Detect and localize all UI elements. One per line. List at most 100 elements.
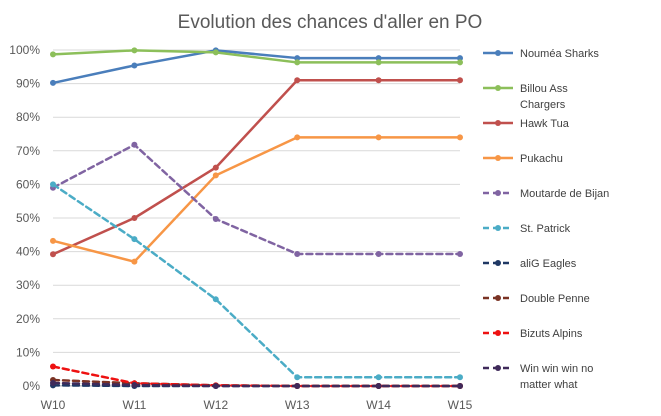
data-point [375,250,382,257]
x-tick-label: W11 [123,398,147,412]
x-tick-label: W10 [41,398,66,412]
legend-marker [495,225,501,231]
legend-marker [495,260,501,266]
data-point [294,59,301,66]
data-point [50,79,56,86]
legend-label: Billou Ass Chargers [520,83,568,111]
gridlines [53,49,460,387]
data-point [212,216,219,223]
data-point [212,296,219,303]
legend-item: Pukachu [483,153,563,165]
data-point [212,49,219,56]
data-point [131,236,138,243]
data-point [294,77,301,84]
legend-item: Nouméa Sharks [483,48,599,60]
series-4 [50,141,463,257]
series-3 [50,134,463,265]
legend-label: Win win win no matter what [520,363,593,391]
data-point [131,47,138,54]
y-tick-label: 10% [16,345,40,359]
legend-label: Hawk Tua [520,118,570,130]
legend-label-line: matter what [520,379,577,391]
legend-marker [495,365,501,371]
data-point [457,383,463,389]
data-point [50,181,56,188]
y-tick-label: 20% [16,312,40,326]
legend-marker [495,155,501,161]
data-point [131,141,138,148]
data-point [375,55,382,62]
data-point [375,59,382,66]
legend-label-line: Win win win no [520,363,593,375]
legend-item: Moutarde de Bijan [483,188,609,200]
data-point [50,363,56,370]
data-point [375,383,382,389]
y-tick-label: 30% [16,278,40,292]
data-point [294,134,301,141]
data-point [375,134,382,141]
data-point [375,374,382,381]
data-point [50,51,56,58]
legend-marker [495,330,501,336]
series-line [51,49,462,64]
legend-marker [495,295,501,301]
data-point [212,172,219,179]
data-point [457,77,463,84]
data-point [50,237,56,244]
legend-item: St. Patrick [483,223,571,235]
series-line [51,381,462,388]
series-line [51,49,462,85]
legend-item: aliG Eagles [483,258,577,270]
series-line [51,183,462,379]
legend-marker [495,85,501,91]
x-tick-label: W15 [448,398,473,412]
data-point [212,164,219,171]
legend-item: Double Penne [483,293,590,305]
y-tick-label: 0% [23,379,41,393]
series-line [51,136,462,263]
x-tick-label: W14 [366,398,391,412]
legend-label-line: Billou Ass [520,83,568,95]
legend-label: Bizuts Alpins [520,328,583,340]
legend-item: Win win win no matter what [483,363,593,391]
data-point [131,258,138,265]
legend-label: Double Penne [520,293,590,305]
data-point [457,374,463,381]
y-tick-label: 50% [16,211,40,225]
data-point [294,374,301,381]
series-1 [50,47,463,66]
series-2 [50,77,463,258]
legend-label: St. Patrick [520,223,571,235]
legend-label: Moutarde de Bijan [520,188,609,200]
data-point [294,55,301,62]
y-tick-label: 100% [9,43,40,57]
legend: Nouméa Sharks Billou Ass Chargers Hawk Tua P… [483,48,609,391]
series-line [51,78,462,256]
legend-item: Hawk Tua [483,118,570,130]
legend-label: aliG Eagles [520,258,577,270]
y-tick-label: 80% [16,110,40,124]
data-point [457,55,463,62]
y-tick-label: 60% [16,177,40,191]
y-tick-label: 40% [16,245,40,259]
data-point [457,59,463,66]
series-lines [50,47,463,389]
legend-marker [495,190,501,196]
data-point [294,250,301,257]
series-9 [50,379,463,389]
data-point [294,383,301,389]
legend-marker [495,120,501,126]
data-point [212,383,219,389]
x-tick-label: W13 [285,398,310,412]
data-point [131,62,138,69]
legend-label: Pukachu [520,153,563,165]
y-tick-label: 70% [16,144,40,158]
data-point [50,379,56,386]
data-point [50,251,56,258]
x-tick-label: W12 [203,398,228,412]
data-point [457,134,463,141]
legend-label: Nouméa Sharks [520,48,599,60]
series-line [51,143,462,256]
